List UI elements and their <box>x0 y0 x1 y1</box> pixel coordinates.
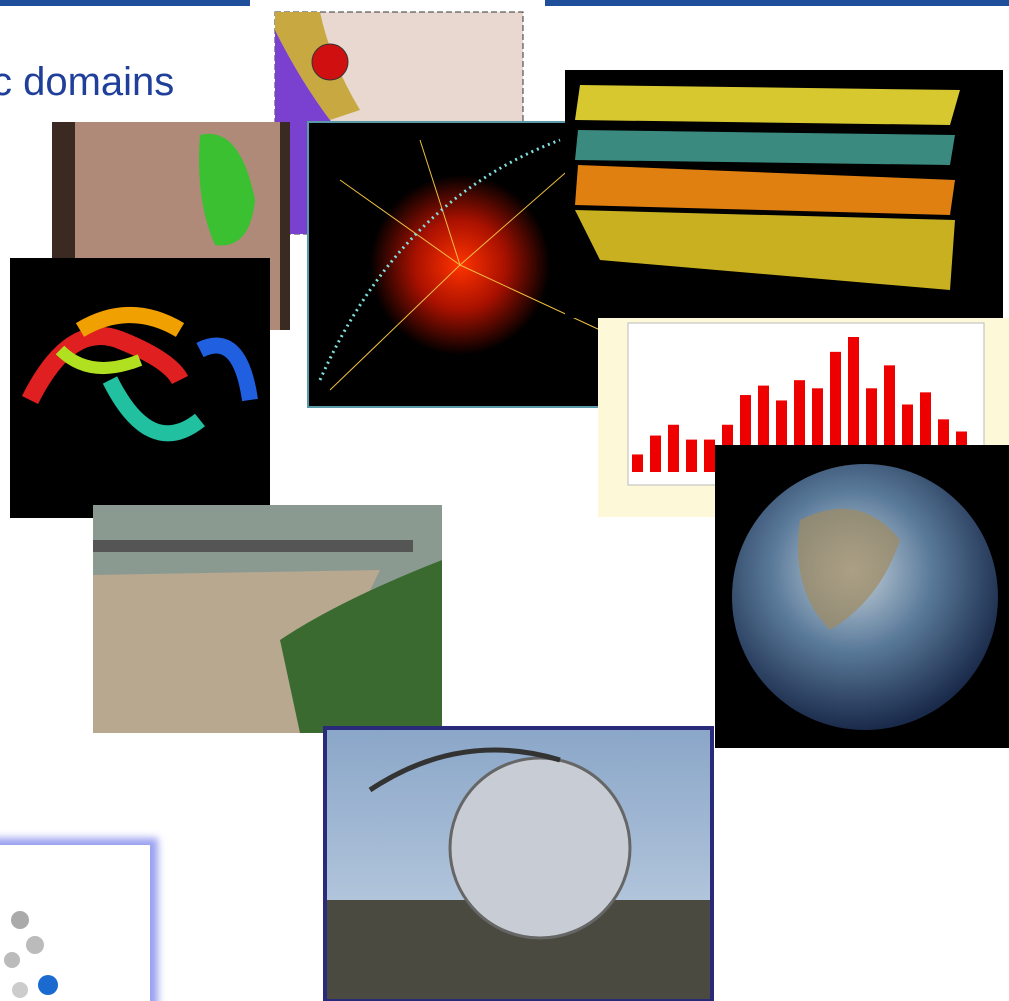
histogram-bar <box>650 435 661 472</box>
earth-image <box>715 445 1009 748</box>
histogram-bar <box>848 337 859 472</box>
histogram-bar <box>830 351 841 472</box>
histogram-bar <box>812 388 823 472</box>
histogram-bar <box>902 404 913 472</box>
histogram-bar <box>686 439 697 472</box>
header-bar <box>0 0 250 6</box>
histogram-bar <box>884 365 895 472</box>
histogram-bar <box>632 454 643 472</box>
header-bar <box>545 0 1009 6</box>
histogram-bar <box>704 439 715 472</box>
histogram-bar <box>740 395 751 472</box>
telescope-image <box>323 726 714 1001</box>
histogram-bar <box>794 380 805 472</box>
histogram-bar <box>758 385 769 472</box>
histogram-bar <box>920 392 931 472</box>
histogram-bar <box>866 388 877 472</box>
slide-title: c domains <box>0 60 174 104</box>
flood-image <box>93 505 442 733</box>
logo <box>0 838 158 1001</box>
histogram-bar <box>776 400 787 472</box>
histogram-bar <box>668 424 679 472</box>
protein-image <box>10 258 270 518</box>
layers-image <box>565 70 1003 318</box>
